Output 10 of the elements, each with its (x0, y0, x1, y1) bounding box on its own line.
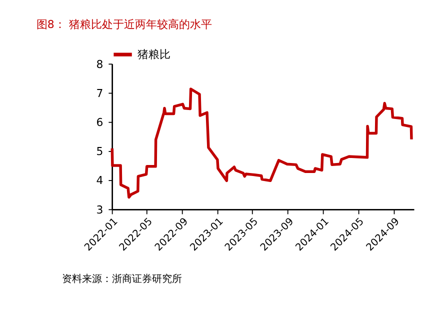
chart-title: 图8： 猪粮比处于近两年较高的水平 (36, 18, 212, 32)
y-tick-label: 4 (96, 174, 104, 188)
text: 资料来源：浙商证券研究所 (62, 272, 182, 285)
y-tick-label: 7 (96, 86, 104, 100)
y-tick-label: 8 (96, 58, 104, 71)
y-tick-label: 5 (96, 145, 104, 158)
line-series (110, 88, 413, 199)
y-tick-label: 6 (96, 116, 104, 129)
legend-label: 猪粮比 (137, 48, 170, 62)
y-tick-label: 3 (96, 203, 104, 216)
